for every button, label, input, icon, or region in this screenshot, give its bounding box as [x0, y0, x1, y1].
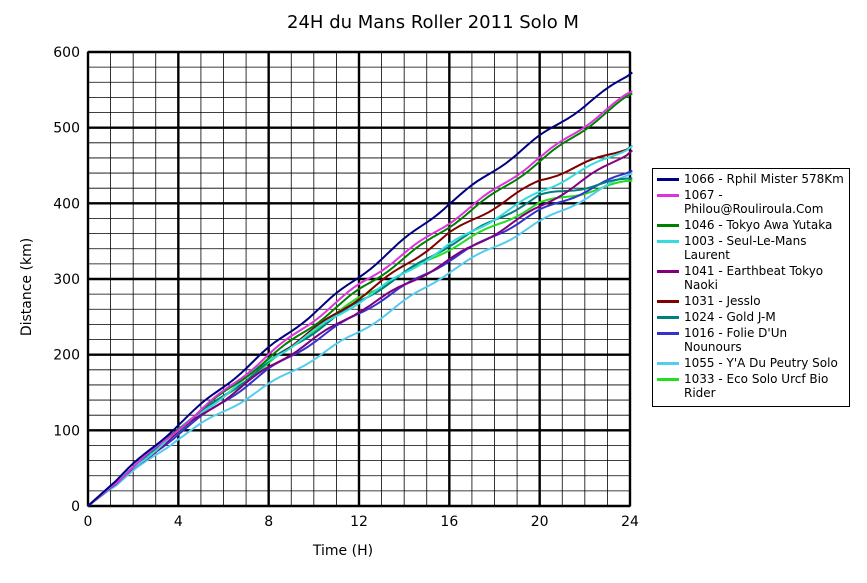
- legend-item: 1016 - Folie D'Un Nounours: [657, 326, 845, 354]
- axis-ticks: 0 4 8 12 16 20 24 0 100 200 300 400 500 600: [53, 45, 639, 530]
- legend-swatch: [657, 270, 679, 273]
- legend-label: 1031 - Jesslo: [684, 294, 761, 308]
- y-tick-label: 600: [53, 45, 80, 61]
- x-tick-label: 8: [264, 514, 273, 530]
- legend-item: 1024 - Gold J-M: [657, 310, 845, 324]
- x-tick-label: 20: [531, 514, 549, 530]
- y-tick-label: 500: [53, 121, 80, 137]
- legend-item: 1041 - Earthbeat Tokyo Naoki: [657, 264, 845, 292]
- legend-label: 1041 - Earthbeat Tokyo Naoki: [684, 264, 824, 292]
- legend-label: 1016 - Folie D'Un Nounours: [684, 326, 788, 354]
- legend-item: 1067 - Philou@Rouliroula.Com: [657, 188, 845, 216]
- legend-swatch: [657, 316, 679, 319]
- legend-item: 1031 - Jesslo: [657, 294, 845, 308]
- legend-swatch: [657, 362, 679, 365]
- x-tick-label: 24: [621, 514, 639, 530]
- y-tick-label: 400: [53, 196, 80, 212]
- legend-label: 1066 - Rphil Mister 578Km: [684, 172, 844, 186]
- y-axis-label: Distance (km): [19, 238, 35, 336]
- series-line: [87, 90, 633, 507]
- y-tick-label: 0: [71, 499, 80, 515]
- x-tick-label: 4: [174, 514, 183, 530]
- legend-label: 1055 - Y'A Du Peutry Solo: [684, 356, 838, 370]
- legend-swatch: [657, 240, 679, 243]
- plot-border: [87, 51, 631, 507]
- legend-swatch: [657, 378, 679, 381]
- series-lines: [87, 71, 633, 507]
- legend-label: 1033 - Eco Solo Urcf Bio Rider: [684, 372, 829, 400]
- legend-item: 1066 - Rphil Mister 578Km: [657, 172, 845, 186]
- y-tick-label: 100: [53, 423, 80, 439]
- x-tick-label: 12: [350, 514, 368, 530]
- legend-item: 1003 - Seul-Le-Mans Laurent: [657, 234, 845, 262]
- legend: 1066 - Rphil Mister 578Km 1067 - Philou@R…: [652, 168, 850, 407]
- x-tick-label: 16: [440, 514, 458, 530]
- legend-swatch: [657, 194, 679, 197]
- legend-label: 1067 - Philou@Rouliroula.Com: [684, 188, 824, 216]
- series-line: [87, 71, 633, 507]
- legend-label: 1003 - Seul-Le-Mans Laurent: [684, 234, 807, 262]
- legend-swatch: [657, 300, 679, 303]
- legend-swatch: [657, 178, 679, 181]
- x-axis-label: Time (H): [312, 543, 373, 559]
- y-tick-label: 300: [53, 272, 80, 288]
- legend-label: 1046 - Tokyo Awa Yutaka: [684, 218, 833, 232]
- chart-title: 24H du Mans Roller 2011 Solo M: [287, 12, 579, 33]
- legend-label: 1024 - Gold J-M: [684, 310, 776, 324]
- legend-item: 1046 - Tokyo Awa Yutaka: [657, 218, 845, 232]
- legend-item: 1033 - Eco Solo Urcf Bio Rider: [657, 372, 845, 400]
- series-line: [87, 172, 633, 507]
- x-tick-label: 0: [84, 514, 93, 530]
- legend-swatch: [657, 224, 679, 227]
- legend-swatch: [657, 332, 679, 335]
- y-tick-label: 200: [53, 348, 80, 364]
- legend-item: 1055 - Y'A Du Peutry Solo: [657, 356, 845, 370]
